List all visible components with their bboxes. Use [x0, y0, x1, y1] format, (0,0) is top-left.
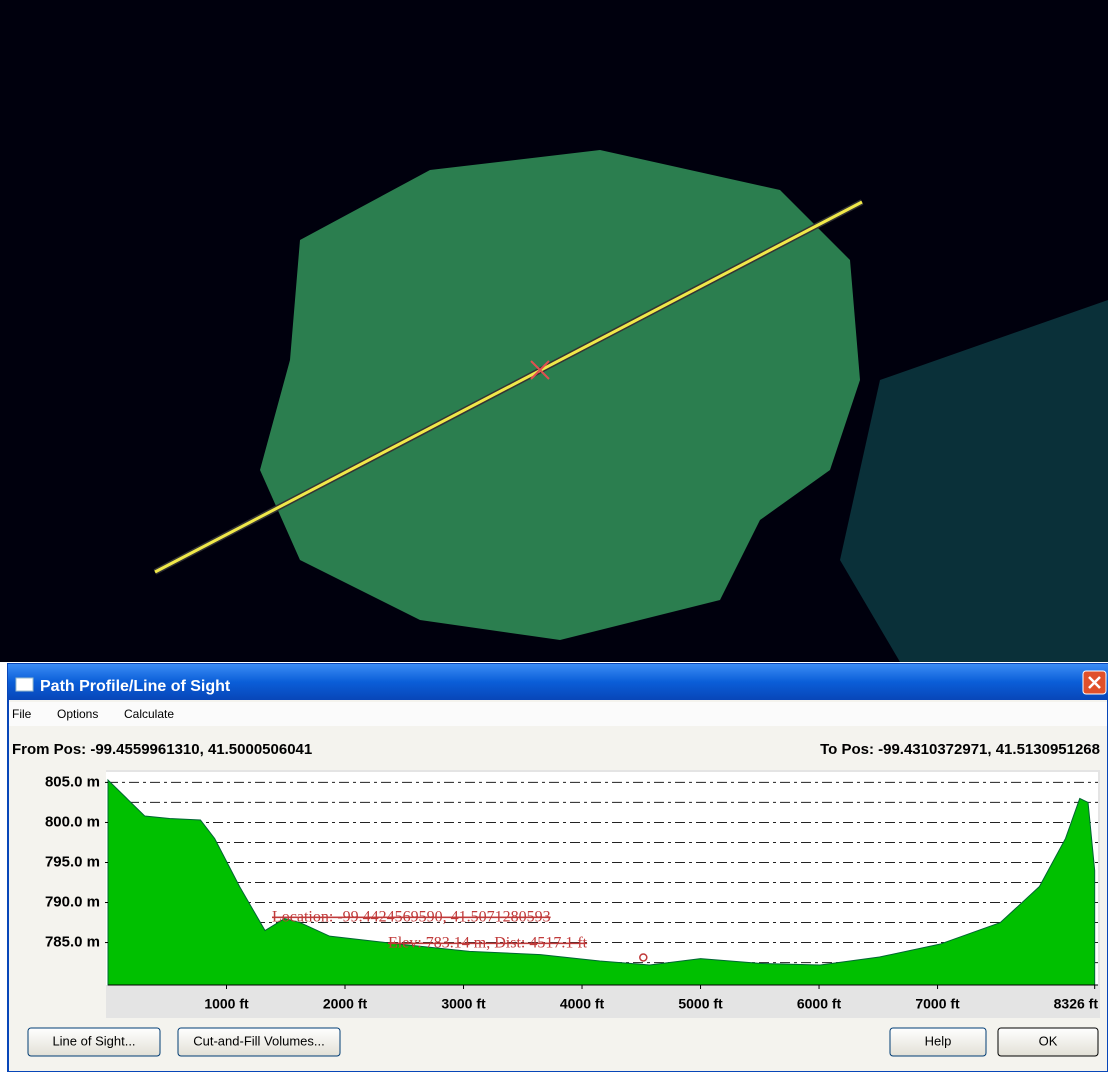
button-label: Line of Sight...: [52, 1033, 135, 1048]
y-tick-label: 785.0 m: [45, 934, 100, 951]
menu-item[interactable]: Calculate: [124, 707, 174, 721]
y-tick-label: 800.0 m: [45, 813, 100, 830]
annotation: Location: -99.4424569590, 41.5071280593: [272, 909, 551, 926]
x-tick-label: 1000 ft: [204, 996, 249, 1012]
map-view[interactable]: [0, 0, 1108, 662]
from-pos: From Pos: -99.4559961310, 41.5000506041: [12, 741, 312, 758]
x-tick-label: 7000 ft: [915, 996, 960, 1012]
button-label: Help: [925, 1033, 952, 1048]
x-tick-label: 3000 ft: [441, 996, 486, 1012]
button[interactable]: Line of Sight...: [28, 1028, 160, 1056]
button-label: Cut-and-Fill Volumes...: [193, 1033, 325, 1048]
x-tick-label: 2000 ft: [323, 996, 368, 1012]
x-tick-label: 8326 ft: [1054, 996, 1099, 1012]
menu-item[interactable]: File: [12, 707, 32, 721]
close-button[interactable]: [1083, 671, 1106, 694]
screen: Path Profile/Line of Sight File Options …: [0, 0, 1108, 1072]
window-title: Path Profile/Line of Sight: [40, 678, 231, 695]
x-tick-label: 6000 ft: [797, 996, 842, 1012]
page: Path Profile/Line of Sight File Options …: [0, 0, 1108, 1072]
annotation: Elev: 783.14 m, Dist: 4517.1 ft: [388, 935, 588, 952]
to-pos: To Pos: -99.4310372971, 41.5130951268: [820, 741, 1100, 758]
x-tick-label: 4000 ft: [560, 996, 605, 1012]
x-tick-label: 5000 ft: [678, 996, 723, 1012]
y-tick-label: 795.0 m: [45, 853, 100, 870]
y-tick-label: 805.0 m: [45, 773, 100, 790]
menu-item[interactable]: Options: [57, 707, 98, 721]
window-icon: [16, 678, 33, 691]
y-tick-label: 790.0 m: [45, 893, 100, 910]
button-label: OK: [1039, 1033, 1058, 1048]
button[interactable]: Cut-and-Fill Volumes...: [178, 1028, 340, 1056]
button[interactable]: Help: [890, 1028, 986, 1056]
button[interactable]: OK: [998, 1028, 1098, 1056]
